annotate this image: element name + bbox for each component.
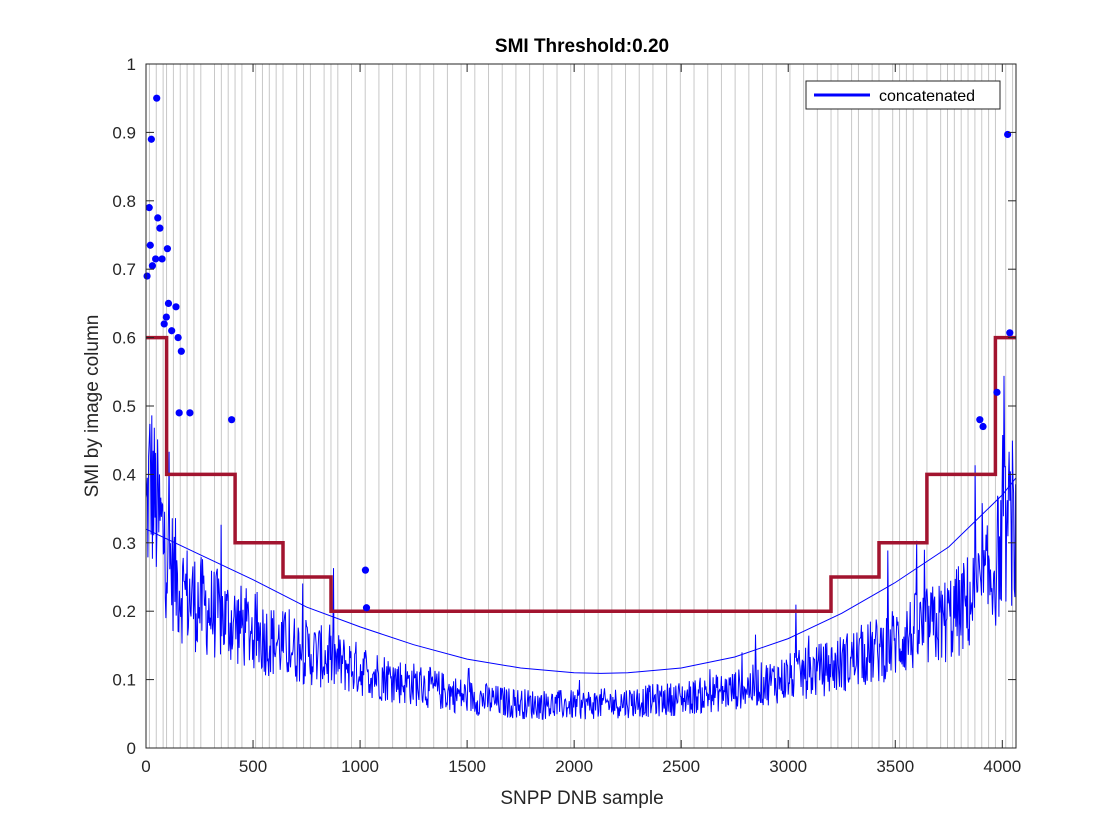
x-tick-label: 2000 [555,757,593,776]
outlier-point [158,255,166,263]
legend: concatenated [805,80,1001,110]
chart-title: SMI Threshold:0.20 [495,36,669,57]
outlier-point [160,320,168,328]
y-tick-label: 0.4 [112,465,136,484]
outlier-point [156,224,164,232]
series-layer [145,335,1017,720]
outlier-point [175,409,183,417]
outlier-point [174,334,182,342]
x-tick-label: 0 [141,757,150,776]
outlier-point [152,255,160,263]
outlier-point [147,135,155,143]
y-axis-ticks: 0 0.1 0.2 0.3 0.4 0.5 0.6 0.7 0.8 0.9 1 [112,55,1016,758]
y-tick-label: 0.8 [112,192,136,211]
outlier-point [976,416,984,424]
outlier-point [146,241,154,249]
x-tick-label: 1500 [448,757,486,776]
outlier-point [162,313,170,321]
x-tick-label: 3500 [876,757,914,776]
y-tick-label: 0 [127,739,136,758]
outlier-point [143,272,151,280]
outlier-point [145,204,153,212]
y-tick-label: 0.1 [112,671,136,690]
x-tick-label: 4000 [983,757,1021,776]
x-tick-label: 500 [239,757,267,776]
series-line-fit [145,477,1017,674]
outlier-point [177,347,185,355]
x-tick-label: 2500 [662,757,700,776]
outlier-point [154,214,162,222]
legend-label-concatenated: concatenated [879,88,975,105]
outlier-point [163,245,172,253]
outlier-point [168,327,176,335]
outlier-point [362,604,371,612]
outlier-point [148,262,157,270]
y-tick-label: 0.9 [112,123,136,142]
outlier-point [361,566,370,574]
y-axis-label: SMI by image column [82,315,103,498]
y-tick-label: 0.3 [112,534,136,553]
outlier-point [186,409,194,417]
outlier-points [143,94,1014,612]
y-tick-label: 0.7 [112,260,136,279]
outlier-point [172,303,180,311]
x-tick-label: 1000 [341,757,379,776]
series-line-threshold [146,335,1016,613]
y-tick-label: 1 [127,55,136,74]
y-tick-label: 0.2 [112,602,136,621]
x-tick-label: 3000 [769,757,807,776]
outlier-point [993,388,1001,396]
outlier-point [979,422,987,431]
x-axis-ticks: 0 500 1000 1500 2000 2500 3000 3500 4000 [141,64,1021,776]
series-line-concatenated [145,375,1017,720]
outlier-point [164,299,173,307]
aggregation-boundary-lines [148,64,1014,748]
plot-area [143,63,1017,749]
y-tick-label: 0.5 [112,397,136,416]
outlier-point [153,94,161,102]
x-axis-label: SNPP DNB sample [500,788,663,809]
outlier-point [1006,329,1014,337]
outlier-point [228,416,236,424]
y-tick-label: 0.6 [112,329,136,348]
